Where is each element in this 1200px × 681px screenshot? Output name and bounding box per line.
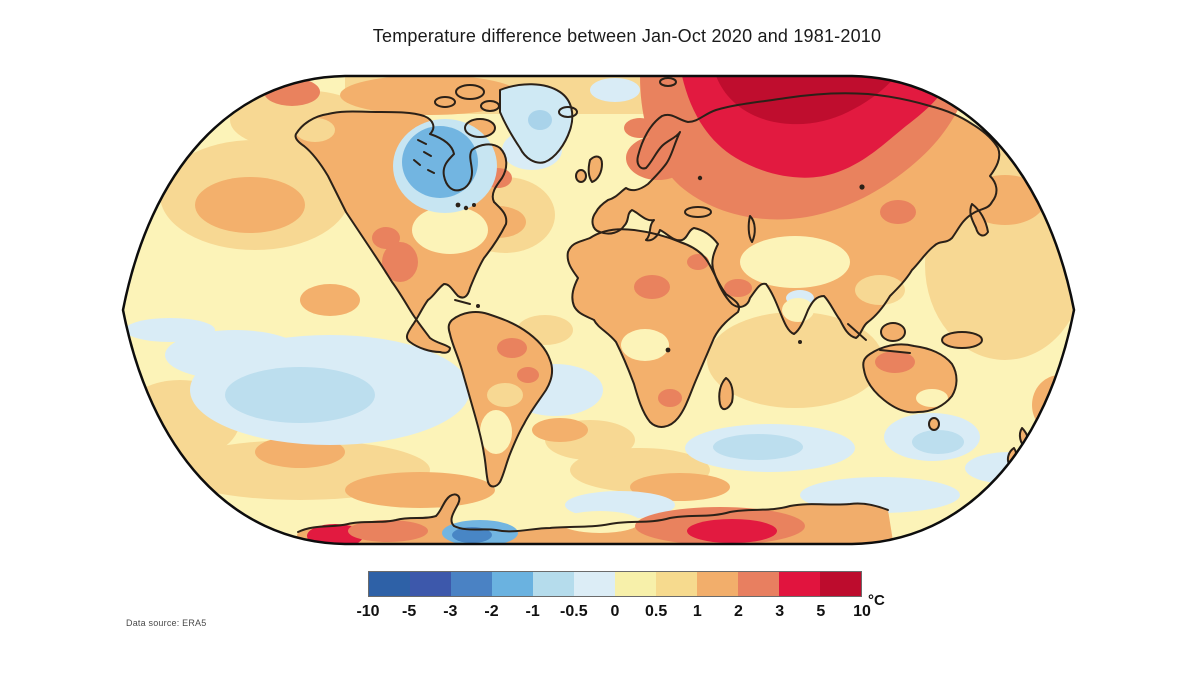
colorbar-cell — [533, 572, 574, 596]
colorbar-tick-label: 5 — [816, 603, 826, 620]
colorbar-cell — [574, 572, 615, 596]
colorbar-cell — [697, 572, 738, 596]
colorbar-cell — [820, 572, 861, 596]
map-boundary — [121, 74, 1076, 546]
colorbar-tick-label: -10 — [356, 603, 380, 620]
colorbar-tick-label: -5 — [402, 603, 417, 620]
colorbar-tick-label: 3 — [775, 603, 785, 620]
colorbar-cell — [615, 572, 656, 596]
colorbar-cell — [656, 572, 697, 596]
colorbar-tick-label: -1 — [525, 603, 540, 620]
colorbar-tick-label: 10 — [853, 603, 871, 620]
colorbar-cell — [738, 572, 779, 596]
colorbar: -10 -5 -3 -2 -1 -0.5 0 0.5 1 2 3 5 10 — [356, 571, 871, 627]
colorbar-cell — [369, 572, 410, 596]
colorbar-tick-label: -2 — [484, 603, 499, 620]
colorbar-tick-label: 2 — [734, 603, 743, 620]
colorbar-tick-label: -0.5 — [560, 603, 588, 620]
colorbar-tick-label: 1 — [692, 603, 702, 620]
data-source-note: Data source: ERA5 — [126, 618, 207, 628]
colorbar-unit-label: °C — [868, 592, 885, 609]
siberia-warm-anomaly — [640, 76, 970, 220]
colorbar-tick-label: -3 — [443, 603, 458, 620]
colorbar-cell — [410, 572, 451, 596]
colorbar-tick-label: 0 — [610, 603, 620, 620]
lake-marks — [455, 175, 865, 353]
colorbar-cell — [451, 572, 492, 596]
chart-title: Temperature difference between Jan-Oct 2… — [372, 26, 882, 46]
colorbar-ticks: -10 -5 -3 -2 -1 -0.5 0 0.5 1 2 3 5 10 — [356, 603, 870, 627]
colorbar-cell — [779, 572, 820, 596]
colorbar-cell — [492, 572, 533, 596]
colorbar-swatches — [368, 571, 862, 597]
continent-outlines — [294, 77, 1030, 533]
colorbar-tick-label: 0.5 — [645, 603, 668, 620]
